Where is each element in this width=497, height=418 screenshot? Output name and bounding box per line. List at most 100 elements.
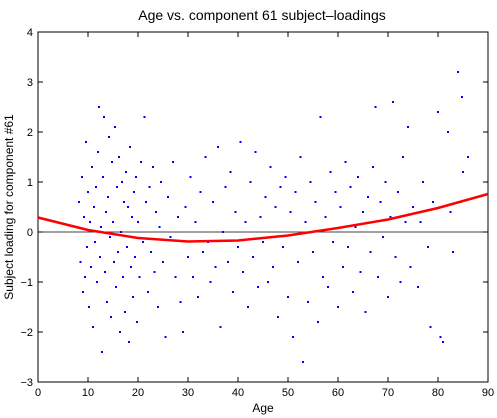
data-point: [462, 171, 464, 173]
y-tick-label: 4: [27, 27, 33, 39]
data-point: [252, 256, 254, 258]
data-point: [234, 211, 237, 213]
data-point: [96, 281, 98, 283]
data-point: [379, 201, 382, 203]
data-point: [113, 261, 115, 263]
data-point: [214, 266, 217, 268]
data-point: [262, 241, 264, 243]
data-point: [357, 176, 359, 178]
data-point: [112, 221, 114, 223]
data-point: [372, 166, 374, 168]
data-point: [259, 216, 262, 218]
data-point: [202, 251, 204, 253]
data-point: [128, 341, 130, 343]
data-point: [267, 281, 269, 283]
y-tick-label: −2: [20, 327, 33, 339]
data-point: [257, 286, 259, 288]
data-point: [111, 161, 113, 163]
data-point: [287, 296, 289, 298]
data-point: [142, 241, 144, 243]
data-point: [189, 176, 192, 178]
data-point: [117, 251, 119, 253]
data-point: [232, 291, 234, 293]
data-point: [89, 221, 91, 223]
data-point: [367, 196, 369, 198]
data-point: [82, 291, 84, 293]
data-point: [319, 116, 322, 118]
data-point: [108, 136, 110, 138]
data-point: [329, 171, 332, 173]
data-point: [157, 306, 159, 308]
data-point: [123, 201, 125, 203]
data-point: [174, 276, 177, 278]
data-point: [84, 276, 86, 278]
data-point: [461, 96, 463, 98]
y-axis-label: Subject loading for component #61: [2, 114, 16, 300]
data-point: [314, 201, 317, 203]
data-point: [339, 206, 342, 208]
data-point: [437, 111, 439, 113]
data-point: [119, 331, 121, 333]
data-point: [118, 156, 120, 158]
data-point: [364, 311, 367, 313]
scatter-points: [78, 71, 469, 363]
data-point: [247, 306, 249, 308]
data-point: [212, 201, 214, 203]
data-point: [187, 256, 189, 258]
data-point: [449, 211, 452, 213]
data-point: [194, 221, 197, 223]
data-point: [197, 296, 199, 298]
data-point: [130, 266, 132, 268]
data-point: [204, 156, 207, 158]
data-point: [145, 201, 147, 203]
data-point: [160, 181, 162, 183]
data-point: [136, 321, 138, 323]
data-point: [332, 241, 334, 243]
data-point: [192, 276, 194, 278]
data-point: [97, 151, 99, 153]
data-point: [90, 266, 92, 268]
x-tick-label: 40: [232, 387, 244, 399]
data-point: [122, 276, 124, 278]
data-point: [152, 166, 154, 168]
data-point: [269, 166, 272, 168]
data-point: [409, 266, 412, 268]
data-point: [439, 336, 442, 338]
y-tick-label: 3: [27, 77, 33, 89]
chart-title: Age vs. component 61 subject–loadings: [138, 7, 386, 23]
x-tick-label: 50: [282, 387, 294, 399]
data-point: [182, 331, 184, 333]
data-point: [83, 216, 85, 218]
data-point: [100, 226, 102, 228]
data-point: [282, 246, 284, 248]
data-point: [429, 326, 432, 328]
data-point: [324, 216, 327, 218]
data-point: [177, 216, 179, 218]
data-point: [344, 161, 347, 163]
data-point: [237, 246, 239, 248]
data-point: [299, 156, 302, 158]
x-tick-label: 30: [182, 387, 194, 399]
data-point: [120, 231, 122, 233]
data-point: [404, 221, 407, 223]
data-point: [116, 186, 118, 188]
data-point: [359, 271, 362, 273]
data-point: [78, 201, 80, 203]
data-point: [164, 336, 167, 338]
data-point: [312, 251, 314, 253]
data-point: [85, 141, 87, 143]
data-point: [412, 206, 414, 208]
data-point: [264, 196, 267, 198]
data-point: [199, 191, 202, 193]
data-point: [103, 116, 105, 118]
data-point: [277, 316, 279, 318]
data-point: [153, 271, 156, 273]
data-point: [105, 211, 107, 213]
data-point: [432, 201, 434, 203]
data-point: [172, 161, 174, 163]
data-point: [242, 271, 244, 273]
data-point: [229, 171, 232, 173]
data-point: [284, 176, 287, 178]
data-point: [389, 216, 392, 218]
